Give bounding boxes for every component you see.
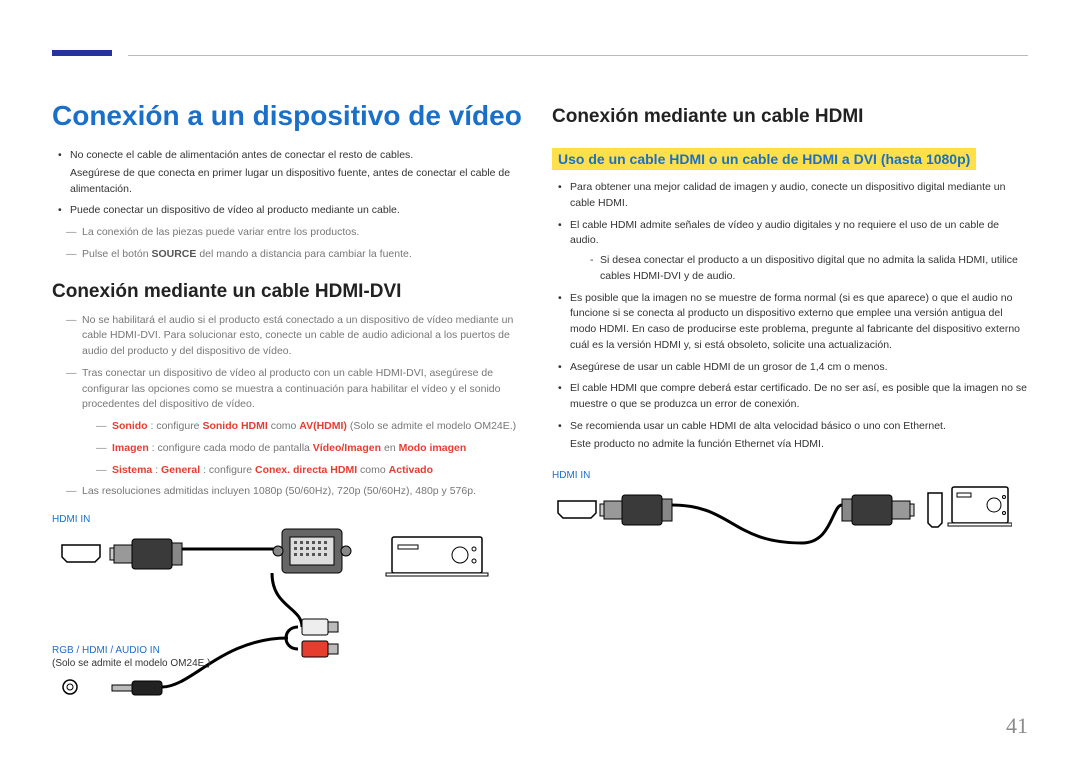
d2c-t2: : configure <box>200 464 255 476</box>
d2a-r2: Sonido HDMI <box>202 420 267 432</box>
rb3: Es posible que la imagen no se muestre d… <box>552 291 1028 354</box>
rb6-sub: Este producto no admite la función Ether… <box>570 437 1028 453</box>
d2a-t1: : configure <box>148 420 203 432</box>
intro-sub-1: Asegúrese de que conecta en primer lugar… <box>70 166 528 198</box>
top-rule <box>128 55 1028 56</box>
rb1: Para obtener una mejor calidad de imagen… <box>552 180 1028 212</box>
label-rgb-audio-sub: (Solo se admite el modelo OM24E.) <box>52 658 528 669</box>
d2c-r4: Activado <box>389 464 433 476</box>
d2a-r3: AV(HDMI) <box>299 420 347 432</box>
d2a-t2: como <box>268 420 300 432</box>
d2c-r3: Conex. directa HDMI <box>255 464 357 476</box>
hdmi-diagram <box>552 483 1012 603</box>
d2c-r2: General <box>161 464 200 476</box>
d2c-t1: : <box>152 464 161 476</box>
rb6-text: Se recomienda usar un cable HDMI de alta… <box>570 420 946 432</box>
d2a-tail: (Solo se admite el modelo OM24E.) <box>347 420 516 432</box>
left-d2b: Imagen : configure cada modo de pantalla… <box>82 441 528 457</box>
intro-dash-2-bold: SOURCE <box>151 248 196 260</box>
intro-bullet-2: Puede conectar un dispositivo de vídeo a… <box>52 203 528 219</box>
page-number: 41 <box>1006 713 1028 739</box>
d2b-r3: Modo imagen <box>399 442 467 454</box>
rb6: Se recomienda usar un cable HDMI de alta… <box>552 419 1028 453</box>
left-d2c: Sistema : General : configure Conex. dir… <box>82 463 528 479</box>
right-column: Conexión mediante un cable HDMI Uso de u… <box>552 100 1028 669</box>
hdmi-dvi-diagram <box>52 527 492 707</box>
h1-left: Conexión a un dispositivo de vídeo <box>52 100 528 132</box>
left-d2-text: Tras conectar un dispositivo de vídeo al… <box>82 367 501 411</box>
rb5: El cable HDMI que compre deberá estar ce… <box>552 381 1028 413</box>
left-d1: No se habilitará el audio si el producto… <box>52 313 528 360</box>
left-d2: Tras conectar un dispositivo de vídeo al… <box>52 366 528 479</box>
left-column: Conexión a un dispositivo de vídeo No co… <box>52 100 528 669</box>
rb2-text: El cable HDMI admite señales de vídeo y … <box>570 219 999 247</box>
intro-dash-1: La conexión de las piezas puede variar e… <box>52 225 528 241</box>
d2b-r2: Vídeo/Imagen <box>313 442 381 454</box>
intro-dash-2: Pulse el botón SOURCE del mando a distan… <box>52 247 528 263</box>
d2b-t2: en <box>381 442 399 454</box>
intro-bullet-1-text: No conecte el cable de alimentación ante… <box>70 149 413 161</box>
accent-bar <box>52 50 112 56</box>
intro-bullet-1: No conecte el cable de alimentación ante… <box>52 148 528 197</box>
highlight-heading: Uso de un cable HDMI o un cable de HDMI … <box>552 148 976 170</box>
d2b-lead: Imagen <box>112 442 149 454</box>
rb2-sub: Si desea conectar el producto a un dispo… <box>570 253 1028 285</box>
left-d2a: Sonido : configure Sonido HDMI como AV(H… <box>82 419 528 435</box>
h2-left: Conexión mediante un cable HDMI-DVI <box>52 281 528 303</box>
rb2: El cable HDMI admite señales de vídeo y … <box>552 218 1028 285</box>
label-hdmi-in-left: HDMI IN <box>52 514 528 525</box>
intro-dash-2-pre: Pulse el botón <box>82 248 151 260</box>
h2-right: Conexión mediante un cable HDMI <box>552 106 1028 128</box>
d2b-t1: : configure cada modo de pantalla <box>149 442 313 454</box>
label-hdmi-in-right: HDMI IN <box>552 470 1028 481</box>
left-d3: Las resoluciones admitidas incluyen 1080… <box>52 484 528 500</box>
rb4: Asegúrese de usar un cable HDMI de un gr… <box>552 360 1028 376</box>
d2c-t3: como <box>357 464 389 476</box>
left-figure: HDMI IN <box>52 514 528 669</box>
intro-dash-2-post: del mando a distancia para cambiar la fu… <box>196 248 411 260</box>
d2a-lead: Sonido <box>112 420 148 432</box>
d2c-lead: Sistema <box>112 464 152 476</box>
